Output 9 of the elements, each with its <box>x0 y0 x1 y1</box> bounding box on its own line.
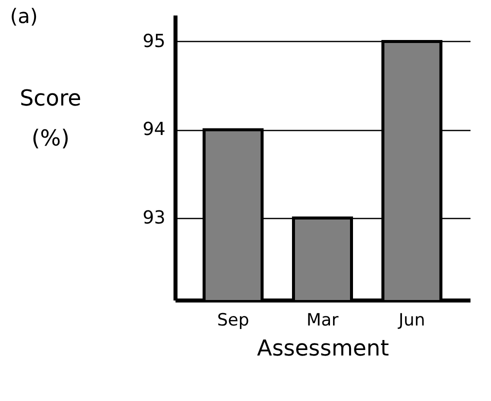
x-tick-label: Mar <box>306 310 339 330</box>
x-axis-title: Assessment <box>257 336 390 362</box>
y-axis-title: Score (%) <box>20 86 82 152</box>
y-tick-label: 93 <box>142 207 166 228</box>
y-tick-label: 94 <box>142 119 166 140</box>
x-tick-label: Sep <box>217 310 250 330</box>
text: (a) <box>10 4 38 28</box>
y-tick-label: 95 <box>142 30 166 52</box>
x-tick-label: Jun <box>398 310 426 330</box>
